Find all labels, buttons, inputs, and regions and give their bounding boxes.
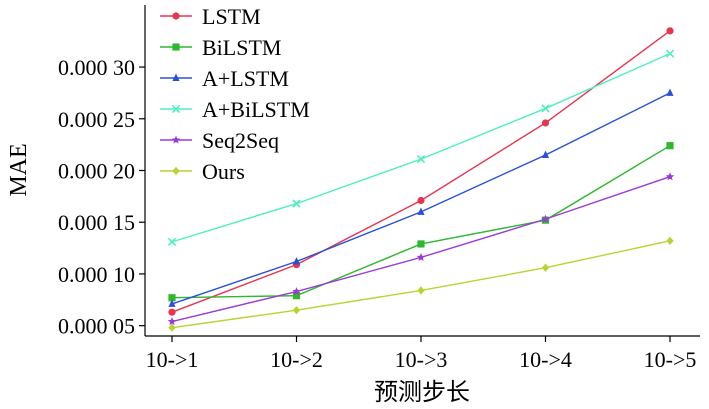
data-point-ours — [168, 323, 176, 332]
data-point-ours — [417, 286, 425, 295]
data-point-lstm — [666, 27, 674, 35]
data-point-seq2seq — [665, 172, 675, 181]
series-lstm — [168, 27, 674, 316]
data-point-a-bilstm — [416, 154, 426, 164]
data-point-lstm — [541, 119, 550, 127]
legend-marker-seq2seq — [171, 135, 181, 144]
x-tick-label: 10->5 — [644, 347, 697, 372]
legend: LSTM BiLSTM A+LSTM A+BiLSTM Seq2Seq Ours — [160, 4, 310, 184]
y-tick-label: 0.000 25 — [58, 107, 135, 132]
x-tick-label: 10->4 — [519, 347, 572, 372]
data-point-a-lstm — [666, 88, 674, 96]
data-point-lstm — [417, 196, 425, 205]
y-tick-label: 0.000 20 — [58, 159, 135, 184]
data-point-a-bilstm — [665, 49, 675, 58]
legend-marker-a-bilstm — [171, 104, 181, 114]
legend-marker-ours — [172, 166, 180, 176]
x-tick-label: 10->1 — [146, 347, 199, 372]
data-point-bilstm — [168, 294, 176, 302]
data-point-a-bilstm — [292, 199, 301, 208]
legend-item-bilstm: BiLSTM — [160, 35, 281, 60]
legend-label-a-lstm: A+LSTM — [202, 66, 289, 91]
y-tick-label: 0.000 30 — [58, 55, 135, 80]
ticks-layer: 0.000 05 0.000 10 0.000 15 0.000 20 0.000 25… — [58, 55, 696, 372]
data-point-ours — [666, 236, 674, 246]
legend-label-a-bilstm: A+BiLSTM — [202, 97, 310, 122]
data-point-seq2seq — [416, 252, 426, 261]
data-point-bilstm — [417, 240, 425, 248]
data-point-ours — [292, 305, 301, 315]
data-point-a-bilstm-stroke-b — [292, 199, 301, 208]
data-point-a-lstm — [417, 207, 425, 215]
legend-marker-a-lstm — [172, 73, 180, 81]
data-point-a-lstm — [541, 150, 550, 158]
y-tick-label: 0.000 05 — [58, 314, 135, 339]
data-point-a-bilstm-stroke-b — [541, 104, 550, 113]
data-point-a-bilstm-stroke-b — [665, 49, 675, 58]
legend-label-lstm: LSTM — [202, 4, 261, 29]
x-tick-label: 10->3 — [395, 347, 448, 372]
legend-item-lstm: LSTM — [160, 4, 261, 29]
legend-label-bilstm: BiLSTM — [202, 35, 281, 60]
legend-label-seq2seq: Seq2Seq — [202, 128, 279, 153]
data-point-seq2seq — [541, 214, 550, 223]
data-point-a-bilstm-stroke-b — [167, 237, 177, 247]
data-point-a-bilstm-stroke-b — [416, 154, 426, 164]
data-point-bilstm — [666, 142, 674, 150]
legend-marker-bilstm — [172, 43, 180, 51]
series-seq2seq — [167, 172, 675, 326]
y-axis-title: MAE — [6, 143, 32, 196]
x-axis-title: 预测步长 — [374, 379, 470, 406]
legend-item-ours: Ours — [160, 159, 245, 184]
series-ours — [168, 236, 674, 332]
series-layer — [167, 27, 675, 332]
data-point-a-bilstm — [167, 237, 177, 247]
y-tick-label: 0.000 15 — [58, 210, 135, 235]
x-tick-label: 10->2 — [270, 347, 323, 372]
data-point-a-lstm — [168, 299, 176, 307]
data-point-seq2seq — [292, 287, 301, 296]
legend-item-seq2seq: Seq2Seq — [160, 128, 279, 153]
legend-marker-a-bilstm-stroke-b — [171, 104, 181, 114]
legend-item-a-lstm: A+LSTM — [160, 66, 289, 91]
data-point-a-bilstm — [541, 104, 550, 113]
series-a-lstm — [168, 88, 674, 307]
series-a-bilstm — [167, 49, 675, 247]
legend-label-ours: Ours — [202, 159, 245, 184]
data-point-ours — [541, 263, 550, 272]
data-point-lstm — [168, 308, 176, 316]
data-point-bilstm — [292, 292, 301, 300]
data-point-seq2seq — [167, 317, 177, 326]
legend-item-a-bilstm: A+BiLSTM — [160, 97, 310, 122]
data-point-a-lstm — [292, 257, 301, 265]
y-tick-label: 0.000 10 — [58, 262, 135, 287]
legend-marker-lstm — [172, 12, 180, 20]
